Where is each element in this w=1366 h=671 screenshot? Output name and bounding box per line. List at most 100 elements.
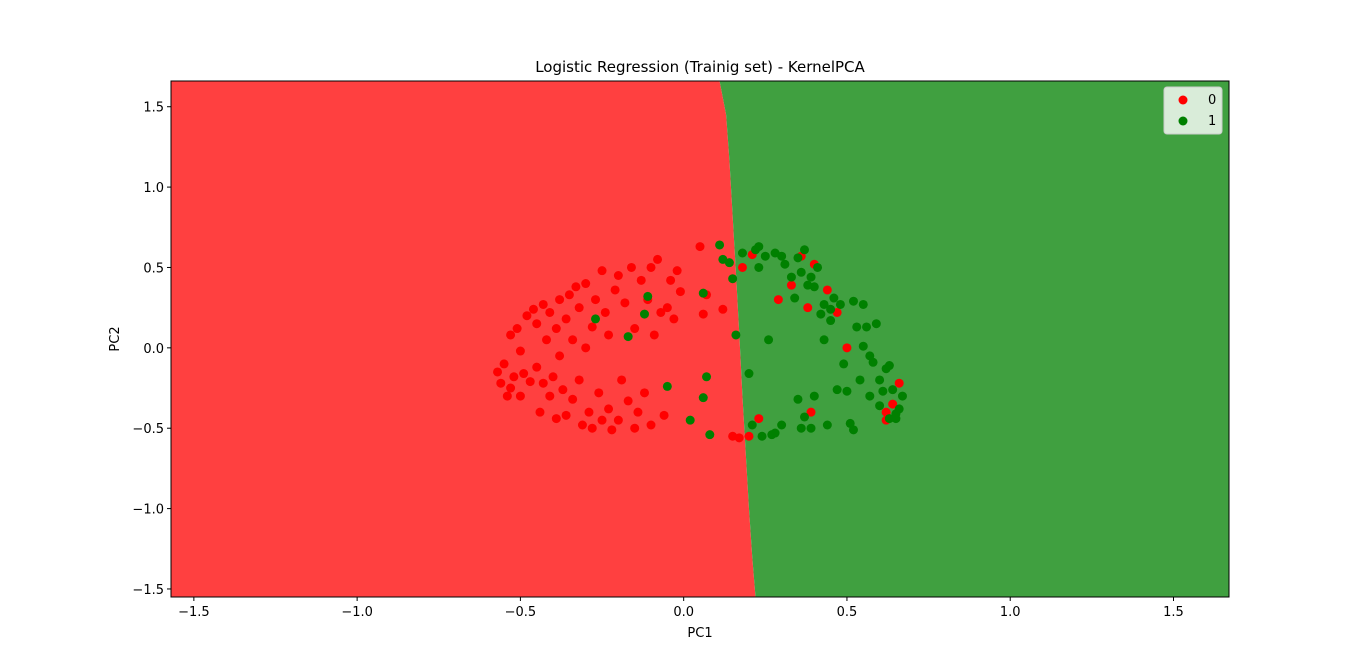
point-class-0 [519,369,529,379]
x-tick-label: −0.5 [505,605,537,620]
point-class-0 [617,375,627,385]
point-class-0 [535,407,545,417]
point-class-1 [747,420,757,430]
point-class-0 [646,420,656,430]
legend: 0 1 [1163,86,1223,135]
point-class-1 [780,259,790,269]
y-tick-label: 1.0 [143,181,164,196]
point-class-1 [865,351,875,361]
point-class-0 [581,343,591,353]
point-class-0 [506,330,516,340]
point-class-0 [568,335,578,345]
point-class-1 [871,319,881,329]
point-class-1 [875,401,885,411]
point-class-1 [757,431,767,441]
x-tick-label: −1.5 [178,605,210,620]
point-class-0 [522,311,532,321]
point-class-1 [832,385,842,395]
point-class-0 [659,410,669,420]
point-class-1 [822,420,832,430]
point-class-0 [568,394,578,404]
point-class-0 [493,367,503,377]
point-class-0 [607,425,617,435]
point-class-0 [639,388,649,398]
point-class-1 [786,272,796,282]
x-axis-label: PC1 [687,626,712,641]
point-class-1 [852,322,862,332]
point-class-1 [760,251,770,261]
point-class-1 [816,309,826,319]
point-class-0 [842,343,852,353]
point-class-0 [496,378,506,388]
point-class-0 [626,262,636,272]
point-class-0 [649,330,659,340]
point-class-0 [545,307,555,317]
point-class-1 [799,245,809,255]
point-class-0 [571,282,581,292]
point-class-1 [764,335,774,345]
point-class-0 [754,414,764,424]
legend-label-class-0: 0 [1208,93,1216,108]
y-tick-label: 0.0 [143,342,164,357]
point-class-0 [561,314,571,324]
point-class-1 [826,316,836,326]
y-axis-label: PC2 [108,326,123,351]
point-class-0 [528,304,538,314]
x-tick-label: −1.0 [341,605,373,620]
point-class-1 [806,423,816,433]
point-class-0 [695,242,705,252]
point-class-1 [770,428,780,438]
point-class-0 [623,396,633,406]
point-class-0 [555,351,565,361]
point-class-0 [630,324,640,334]
point-class-1 [809,391,819,401]
point-class-1 [698,288,708,298]
point-class-0 [577,420,587,430]
point-class-0 [597,415,607,425]
point-class-1 [705,430,715,440]
point-class-0 [542,335,552,345]
point-class-1 [809,282,819,292]
point-class-0 [728,431,738,441]
point-class-0 [672,266,682,276]
point-class-0 [822,285,832,295]
legend-label-class-1: 1 [1208,114,1216,129]
point-class-1 [855,375,865,385]
point-class-0 [646,262,656,272]
point-class-0 [532,362,542,372]
point-class-1 [865,391,875,401]
point-class-1 [878,386,888,396]
point-class-0 [675,287,685,297]
point-class-1 [813,262,823,272]
point-class-1 [819,299,829,309]
point-class-1 [728,274,738,284]
point-class-1 [862,322,872,332]
point-class-0 [613,271,623,281]
point-class-0 [604,330,614,340]
legend-marker-class-1 [1178,116,1188,126]
x-tick-label: 0.0 [673,605,694,620]
point-class-1 [793,394,803,404]
point-class-1 [790,293,800,303]
point-class-0 [515,391,525,401]
point-class-0 [698,309,708,319]
legend-box [1163,86,1223,135]
point-class-1 [754,262,764,272]
x-tick-label: 0.5 [837,605,858,620]
point-class-1 [777,251,787,261]
point-class-1 [796,423,806,433]
decision-regions [171,81,1229,597]
point-class-0 [653,254,663,264]
point-class-1 [643,291,653,301]
y-tick-label: −1.0 [132,503,164,518]
point-class-1 [835,299,845,309]
point-class-1 [888,385,898,395]
legend-marker-class-0 [1178,95,1188,105]
point-class-1 [839,359,849,369]
point-class-0 [581,279,591,289]
point-class-1 [826,304,836,314]
point-class-0 [803,303,813,313]
point-class-0 [636,275,646,285]
scatter-points [493,240,907,443]
